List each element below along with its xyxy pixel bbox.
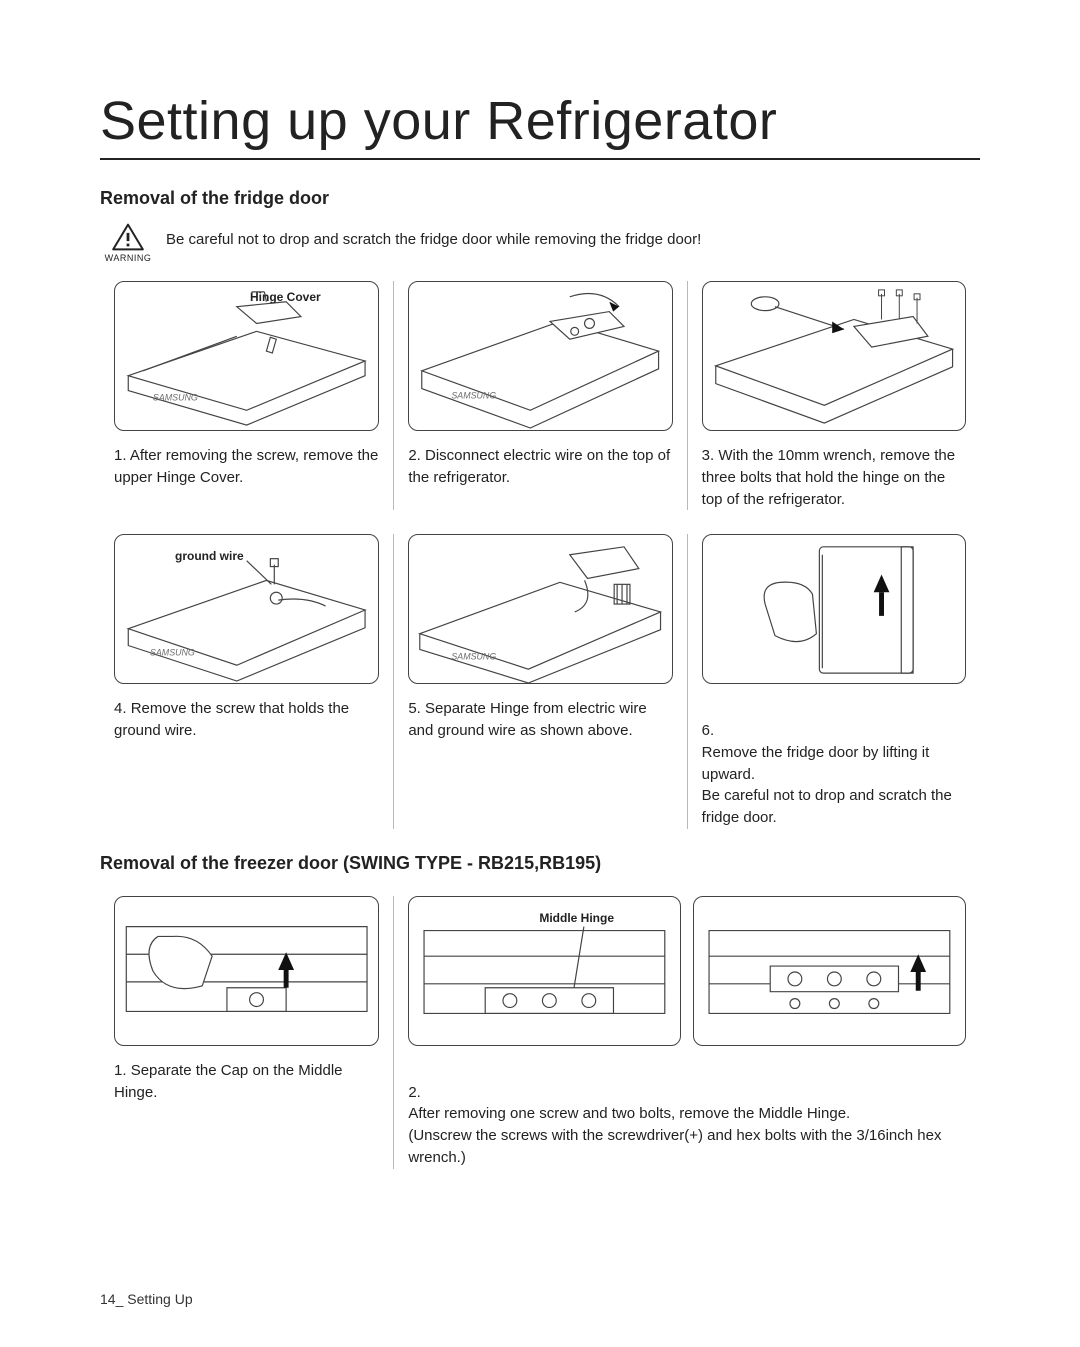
step-5-illustration: SAMSUNG	[408, 534, 672, 684]
middle-hinge-label: Middle Hinge	[539, 911, 614, 925]
svg-text:SAMSUNG: SAMSUNG	[153, 392, 198, 402]
step-1-cell: Hinge Cover SAMSUNG 1. Afte	[100, 281, 393, 510]
step-6-cell: 6. Remove the fridge door by lifting it …	[687, 534, 980, 829]
step-2-illustration: SAMSUNG	[408, 281, 672, 431]
step-2-cell: SAMSUNG 2. Disconnect electric wire on t…	[393, 281, 686, 510]
step-5-cell: SAMSUNG 5. Separate Hinge from electric …	[393, 534, 686, 829]
freezer-step-1-illustration	[114, 896, 379, 1046]
step-6-text: 6. Remove the fridge door by lifting it …	[702, 698, 966, 829]
freezer-step-2-text: 2. After removing one screw and two bolt…	[408, 1060, 966, 1169]
warning-label: WARNING	[105, 253, 152, 263]
freezer-step-1-cell: 1. Separate the Cap on the Middle Hinge.	[100, 896, 393, 1169]
step-2-text: 2. Disconnect electric wire on the top o…	[408, 445, 672, 489]
fridge-steps-row-2: ground wire SAMSUNG 4. Remo	[100, 534, 980, 829]
step-3-text: 3. With the 10mm wrench, remove the thre…	[702, 445, 966, 510]
hinge-cover-label: Hinge Cover	[250, 290, 321, 304]
freezer-step-2a-illustration: Middle Hinge	[408, 896, 681, 1046]
warning-triangle-icon	[111, 223, 145, 251]
fridge-steps-row-1: Hinge Cover SAMSUNG 1. Afte	[100, 281, 980, 510]
freezer-steps-row: 1. Separate the Cap on the Middle Hinge.…	[100, 896, 980, 1169]
step-4-illustration: ground wire SAMSUNG	[114, 534, 379, 684]
step-4-text: 4. Remove the screw that holds the groun…	[114, 698, 379, 742]
freezer-step-2-cell: Middle Hinge	[393, 896, 980, 1169]
fridge-door-heading: Removal of the fridge door	[100, 188, 980, 209]
step-1-text: 1. After removing the screw, remove the …	[114, 445, 379, 489]
svg-text:SAMSUNG: SAMSUNG	[452, 652, 497, 662]
svg-text:SAMSUNG: SAMSUNG	[150, 648, 195, 658]
step-3-illustration	[702, 281, 966, 431]
step-5-text: 5. Separate Hinge from electric wire and…	[408, 698, 672, 742]
step-4-cell: ground wire SAMSUNG 4. Remo	[100, 534, 393, 829]
freezer-step-1-text: 1. Separate the Cap on the Middle Hinge.	[114, 1060, 379, 1104]
warning-text: Be careful not to drop and scratch the f…	[166, 223, 701, 250]
ground-wire-label: ground wire	[175, 549, 244, 563]
page-title: Setting up your Refrigerator	[100, 90, 980, 160]
step-3-cell: 3. With the 10mm wrench, remove the thre…	[687, 281, 980, 510]
step-6-illustration	[702, 534, 966, 684]
step-1-illustration: Hinge Cover SAMSUNG	[114, 281, 379, 431]
warning: WARNING Be careful not to drop and scrat…	[100, 223, 980, 263]
page: Setting up your Refrigerator Removal of …	[0, 0, 1080, 1347]
svg-text:SAMSUNG: SAMSUNG	[452, 390, 497, 400]
warning-icon-wrap: WARNING	[100, 223, 156, 263]
freezer-door-heading: Removal of the freezer door (SWING TYPE …	[100, 853, 980, 874]
freezer-step-2b-illustration	[693, 896, 966, 1046]
page-footer: 14_ Setting Up	[100, 1291, 193, 1307]
